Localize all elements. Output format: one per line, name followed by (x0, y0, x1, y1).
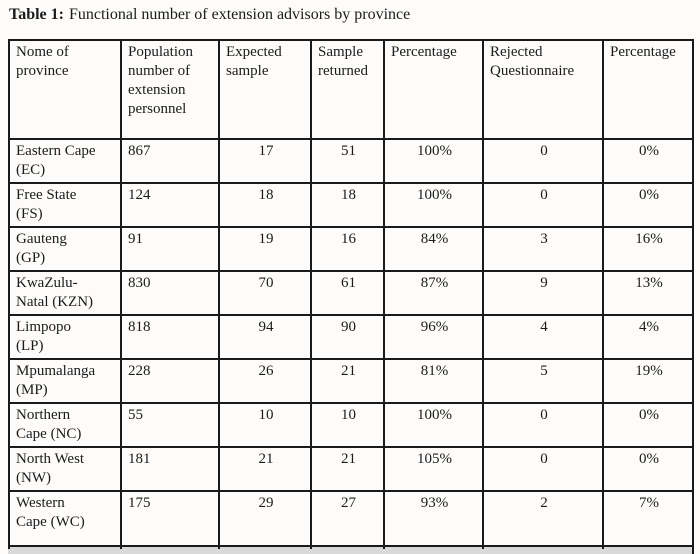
cell-rejected-percentage: 0% (602, 446, 694, 492)
cell-returned: 18 (310, 182, 385, 228)
cell-returned: 51 (310, 138, 385, 184)
table-caption-label: Table 1: (9, 6, 64, 23)
cell-returned: 90 (310, 314, 385, 360)
column-header-province: Nome of province (8, 39, 122, 140)
cell-province: Free State (FS) (8, 182, 122, 228)
cell-returned: 21 (310, 446, 385, 492)
cell-percentage: 93% (383, 490, 484, 547)
cell-returned: 61 (310, 270, 385, 316)
column-header-population: Population number of extension personnel (120, 39, 220, 140)
extension-advisors-table: Nome of province Population number of ex… (8, 39, 694, 554)
cell-province: Limpopo (LP) (8, 314, 122, 360)
column-header-expected: Expected sample (218, 39, 312, 140)
cell-rejected: 0 (482, 446, 604, 492)
cell-percentage: 100% (383, 182, 484, 228)
cell-expected: 26 (218, 358, 312, 404)
cell-rejected-percentage: 16% (602, 226, 694, 272)
header-row: Nome of province Population number of ex… (8, 39, 694, 140)
cell-expected: 29 (218, 490, 312, 547)
cell-population: 228 (120, 358, 220, 404)
cell-province: Mpumalanga (MP) (8, 358, 122, 404)
cell-population: 91 (120, 226, 220, 272)
column-header-returned: Sample returned (310, 39, 385, 140)
cell-population: 124 (120, 182, 220, 228)
cell-rejected-percentage: 13% (602, 270, 694, 316)
cell-expected: 17 (218, 138, 312, 184)
table-row-mpumalanga: Mpumalanga (MP) 228 26 21 81% 5 19% (8, 358, 694, 404)
cell-rejected: 2 (482, 490, 604, 547)
table-row-free-state: Free State (FS) 124 18 18 100% 0 0% (8, 182, 694, 228)
cell-expected: 19 (218, 226, 312, 272)
cell-province: KwaZulu- Natal (KZN) (8, 270, 122, 316)
table-row-gauteng: Gauteng (GP) 91 19 16 84% 3 16% (8, 226, 694, 272)
table-row-limpopo: Limpopo (LP) 818 94 90 96% 4 4% (8, 314, 694, 360)
cell-province: Northern Cape (NC) (8, 402, 122, 448)
cell-population: 175 (120, 490, 220, 547)
cell-rejected: 3 (482, 226, 604, 272)
cell-returned: 10 (310, 402, 385, 448)
cell-returned: 27 (310, 490, 385, 547)
cell-percentage: 96% (383, 314, 484, 360)
cell-rejected-percentage: 0% (602, 182, 694, 228)
cell-population: 867 (120, 138, 220, 184)
cell-rejected: 0 (482, 138, 604, 184)
table-row-northern-cape: Northern Cape (NC) 55 10 10 100% 0 0% (8, 402, 694, 448)
table-row-eastern-cape: Eastern Cape (EC) 867 17 51 100% 0 0% (8, 138, 694, 184)
cell-percentage: 84% (383, 226, 484, 272)
cell-rejected-percentage: 7% (602, 490, 694, 547)
cell-expected: 94 (218, 314, 312, 360)
cell-returned: 16 (310, 226, 385, 272)
cell-percentage: 105% (383, 446, 484, 492)
table-caption: Table 1: Functional number of extension a… (9, 6, 410, 24)
cell-expected: 70 (218, 270, 312, 316)
cell-percentage: 87% (383, 270, 484, 316)
cell-province: Eastern Cape (EC) (8, 138, 122, 184)
column-header-percentage: Percentage (383, 39, 484, 140)
cell-percentage: 81% (383, 358, 484, 404)
table-row-kwazulu-natal: KwaZulu- Natal (KZN) 830 70 61 87% 9 13% (8, 270, 694, 316)
cell-rejected: 4 (482, 314, 604, 360)
cell-rejected: 0 (482, 182, 604, 228)
cell-rejected-percentage: 0% (602, 402, 694, 448)
cell-rejected-percentage: 4% (602, 314, 694, 360)
cell-percentage: 100% (383, 138, 484, 184)
cell-expected: 10 (218, 402, 312, 448)
cell-population: 55 (120, 402, 220, 448)
cell-province: Gauteng (GP) (8, 226, 122, 272)
column-header-rejected-percentage: Percentage (602, 39, 694, 140)
table-row-north-west: North West (NW) 181 21 21 105% 0 0% (8, 446, 694, 492)
cell-percentage: 100% (383, 402, 484, 448)
cell-rejected-percentage: 0% (602, 138, 694, 184)
cell-province: North West (NW) (8, 446, 122, 492)
table-row-western-cape: Western Cape (WC) 175 29 27 93% 2 7% (8, 490, 694, 547)
cell-expected: 18 (218, 182, 312, 228)
cell-population: 818 (120, 314, 220, 360)
cell-population: 830 (120, 270, 220, 316)
cell-rejected: 0 (482, 402, 604, 448)
table-caption-text: Functional number of extension advisors … (68, 6, 411, 23)
cell-returned: 21 (310, 358, 385, 404)
cell-expected: 21 (218, 446, 312, 492)
cell-rejected: 5 (482, 358, 604, 404)
cell-province: Western Cape (WC) (8, 490, 122, 547)
cell-population: 181 (120, 446, 220, 492)
cell-rejected-percentage: 19% (602, 358, 694, 404)
bottom-gray-strip (8, 549, 692, 554)
cell-rejected: 9 (482, 270, 604, 316)
column-header-rejected: Rejected Questionnaire (482, 39, 604, 140)
